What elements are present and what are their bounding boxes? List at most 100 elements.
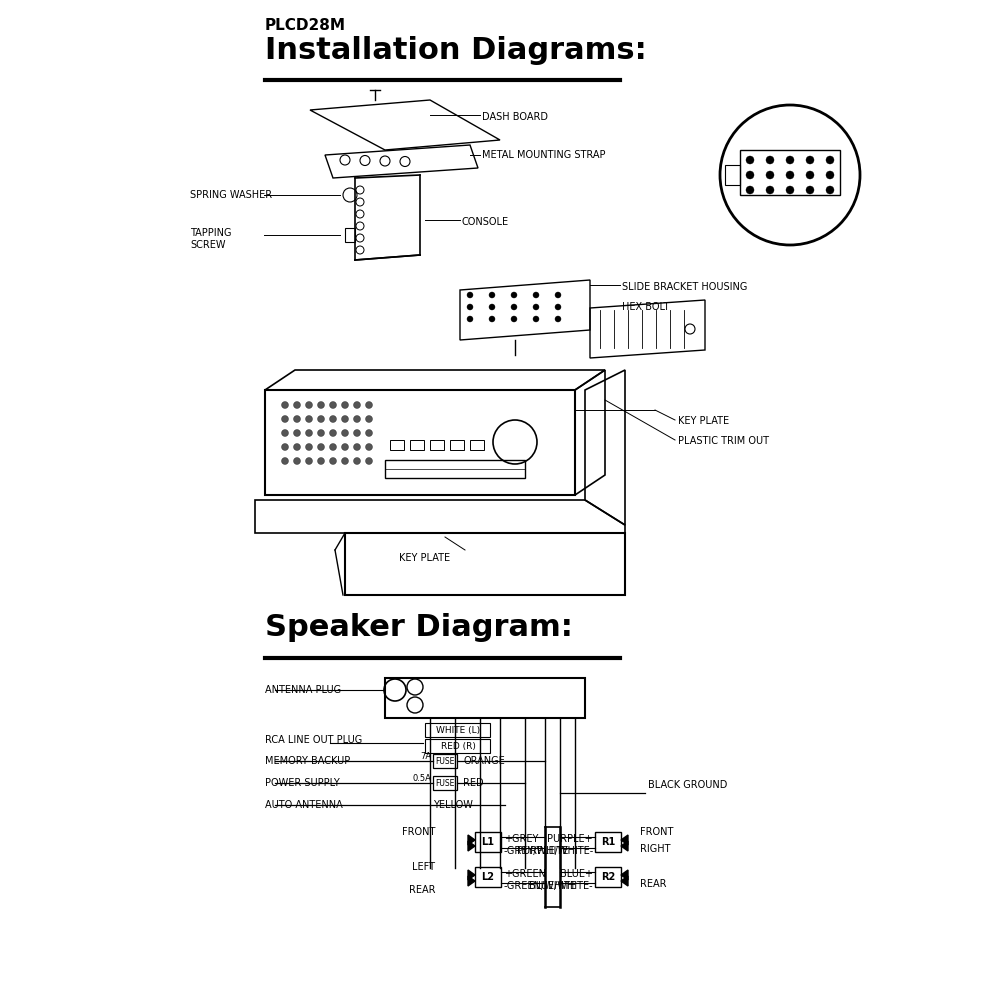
Circle shape	[555, 292, 561, 298]
Circle shape	[330, 444, 336, 450]
Bar	[450, 440, 464, 450]
Circle shape	[511, 316, 517, 322]
Text: FRONT: FRONT	[640, 827, 673, 837]
Circle shape	[306, 401, 312, 408]
Bar	[265, 390, 575, 495]
Circle shape	[342, 458, 349, 464]
Text: RED: RED	[463, 778, 484, 788]
Text: REAR: REAR	[640, 879, 666, 889]
Circle shape	[467, 304, 473, 310]
Circle shape	[354, 458, 360, 464]
Text: PLCD28M: PLCD28M	[265, 18, 346, 33]
Text: LEFT: LEFT	[412, 862, 435, 872]
Circle shape	[366, 430, 372, 436]
Circle shape	[294, 430, 300, 436]
Text: METAL MOUNTING STRAP: METAL MOUNTING STRAP	[482, 150, 606, 160]
Circle shape	[354, 430, 360, 436]
Text: PURPLE/WHITE-: PURPLE/WHITE-	[517, 846, 593, 856]
Circle shape	[786, 156, 794, 164]
Circle shape	[306, 430, 312, 436]
Circle shape	[806, 186, 814, 194]
Bar	[410, 440, 424, 450]
Circle shape	[555, 304, 561, 310]
Circle shape	[318, 401, 324, 408]
Text: HEX BOLT: HEX BOLT	[622, 302, 670, 312]
Text: CONSOLE: CONSOLE	[462, 217, 509, 227]
Text: +GREEN: +GREEN	[504, 869, 546, 879]
Bar	[430, 440, 444, 450]
Bar	[345, 228, 355, 242]
Circle shape	[766, 186, 774, 194]
Circle shape	[786, 186, 794, 194]
Text: 0.5A: 0.5A	[412, 774, 431, 783]
Circle shape	[354, 401, 360, 408]
Text: Installation Diagrams:: Installation Diagrams:	[265, 36, 647, 65]
Circle shape	[354, 416, 360, 422]
Circle shape	[306, 444, 312, 450]
Bar	[385, 678, 585, 718]
Text: 7A: 7A	[420, 752, 431, 761]
Text: SPRING WASHER: SPRING WASHER	[190, 190, 272, 200]
Circle shape	[746, 171, 754, 179]
Circle shape	[489, 304, 495, 310]
Circle shape	[294, 458, 300, 464]
Text: R2: R2	[601, 872, 615, 882]
Bar	[725, 165, 740, 185]
Text: RED (R): RED (R)	[441, 742, 475, 750]
Polygon shape	[621, 841, 628, 851]
Circle shape	[555, 316, 561, 322]
Bar	[475, 867, 501, 887]
Circle shape	[282, 444, 288, 450]
Circle shape	[318, 416, 324, 422]
Circle shape	[806, 171, 814, 179]
Circle shape	[746, 156, 754, 164]
Circle shape	[342, 430, 349, 436]
Text: YELLOW: YELLOW	[433, 800, 473, 810]
Bar	[475, 832, 501, 852]
Circle shape	[294, 444, 300, 450]
Circle shape	[318, 444, 324, 450]
Polygon shape	[621, 870, 628, 880]
Circle shape	[342, 444, 349, 450]
Text: KEY PLATE: KEY PLATE	[678, 416, 729, 426]
Circle shape	[282, 458, 288, 464]
Circle shape	[366, 458, 372, 464]
Circle shape	[511, 292, 517, 298]
Text: ORANGE: ORANGE	[463, 756, 505, 766]
Circle shape	[746, 186, 754, 194]
Text: SLIDE BRACKET HOUSING: SLIDE BRACKET HOUSING	[622, 282, 747, 292]
Circle shape	[533, 316, 539, 322]
Text: AUTO ANTENNA: AUTO ANTENNA	[265, 800, 343, 810]
Polygon shape	[468, 835, 475, 845]
Circle shape	[306, 458, 312, 464]
Text: BLACK GROUND: BLACK GROUND	[648, 780, 727, 790]
Text: RCA LINE OUT PLUG: RCA LINE OUT PLUG	[265, 735, 362, 745]
Text: PLASTIC TRIM OUT: PLASTIC TRIM OUT	[678, 436, 769, 446]
Circle shape	[318, 430, 324, 436]
Bar	[385, 460, 525, 478]
Circle shape	[342, 401, 349, 408]
Circle shape	[330, 458, 336, 464]
Circle shape	[467, 316, 473, 322]
Circle shape	[294, 416, 300, 422]
Text: ANTENNA PLUG: ANTENNA PLUG	[265, 685, 341, 695]
Circle shape	[489, 316, 495, 322]
Circle shape	[826, 186, 834, 194]
Text: PURPLE+: PURPLE+	[547, 834, 593, 844]
Circle shape	[306, 416, 312, 422]
Circle shape	[318, 458, 324, 464]
Circle shape	[826, 171, 834, 179]
Bar	[740, 150, 840, 195]
Circle shape	[354, 444, 360, 450]
Text: WHITE (L): WHITE (L)	[436, 726, 480, 734]
Circle shape	[366, 401, 372, 408]
Text: POWER SUPPLY: POWER SUPPLY	[265, 778, 340, 788]
Circle shape	[826, 156, 834, 164]
Polygon shape	[621, 876, 628, 886]
Circle shape	[282, 416, 288, 422]
Text: RIGHT: RIGHT	[640, 844, 670, 854]
Circle shape	[330, 416, 336, 422]
Text: BLUE+: BLUE+	[560, 869, 593, 879]
Text: DASH BOARD: DASH BOARD	[482, 112, 548, 122]
Circle shape	[467, 292, 473, 298]
